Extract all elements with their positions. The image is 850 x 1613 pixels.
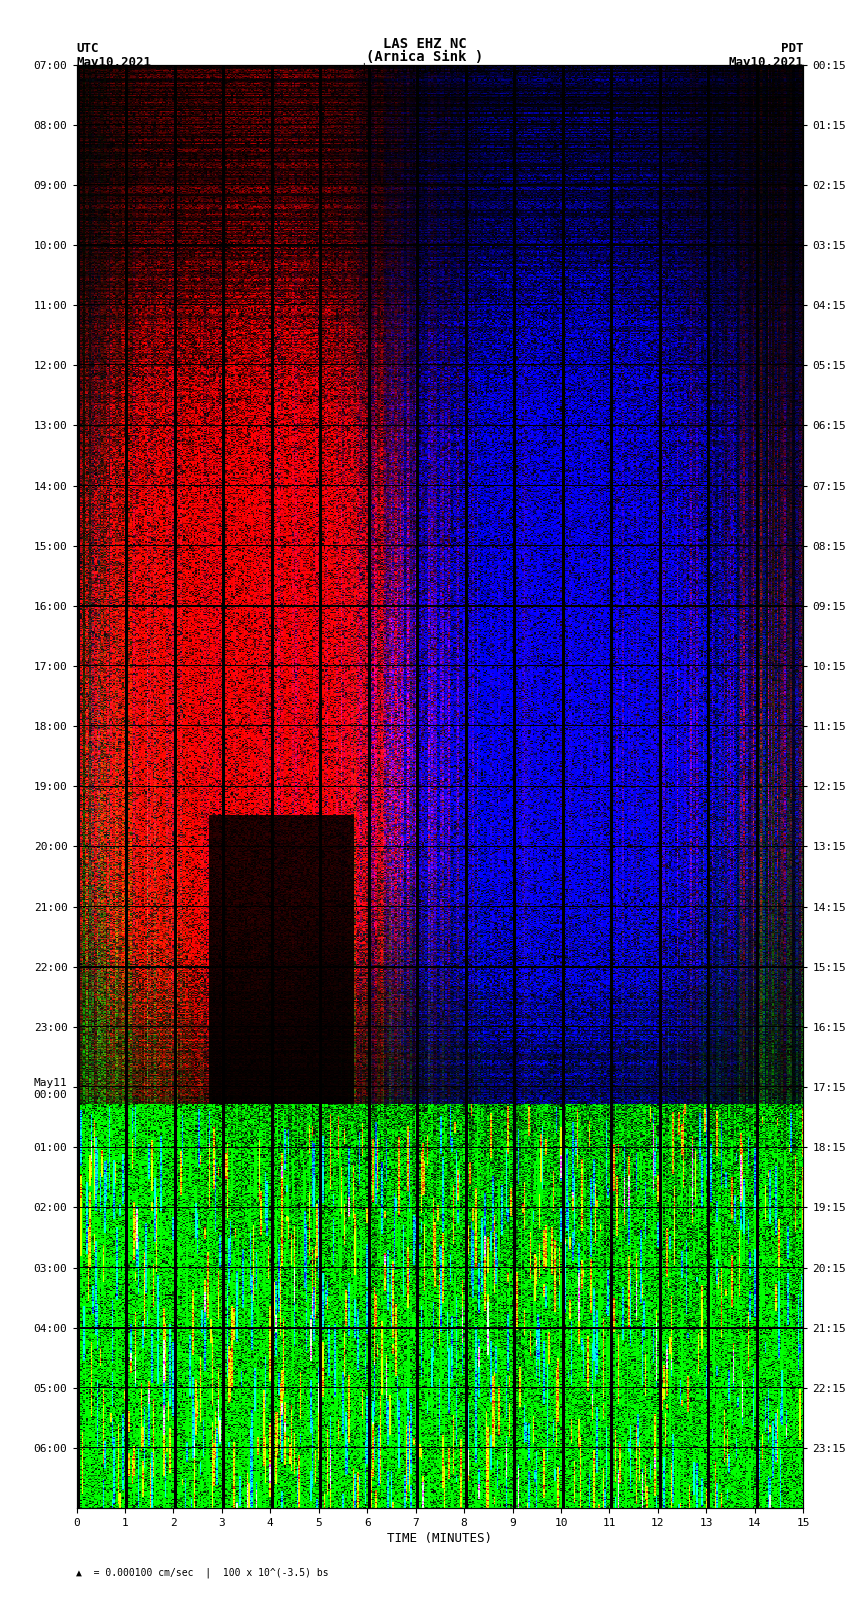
Text: ▲  = 0.000100 cm/sec  |  100 x 10^(-3.5) bs: ▲ = 0.000100 cm/sec | 100 x 10^(-3.5) bs: [76, 1566, 329, 1578]
X-axis label: TIME (MINUTES): TIME (MINUTES): [388, 1532, 492, 1545]
Text: UTC: UTC: [76, 42, 99, 55]
Text: LAS EHZ NC: LAS EHZ NC: [383, 37, 467, 52]
Text: (Arnica Sink ): (Arnica Sink ): [366, 50, 484, 65]
Text: May10,2021: May10,2021: [728, 56, 803, 69]
Text: │ = 0.000100 cm/sec: │ = 0.000100 cm/sec: [361, 63, 489, 76]
Text: May10,2021: May10,2021: [76, 56, 151, 69]
Text: PDT: PDT: [781, 42, 803, 55]
